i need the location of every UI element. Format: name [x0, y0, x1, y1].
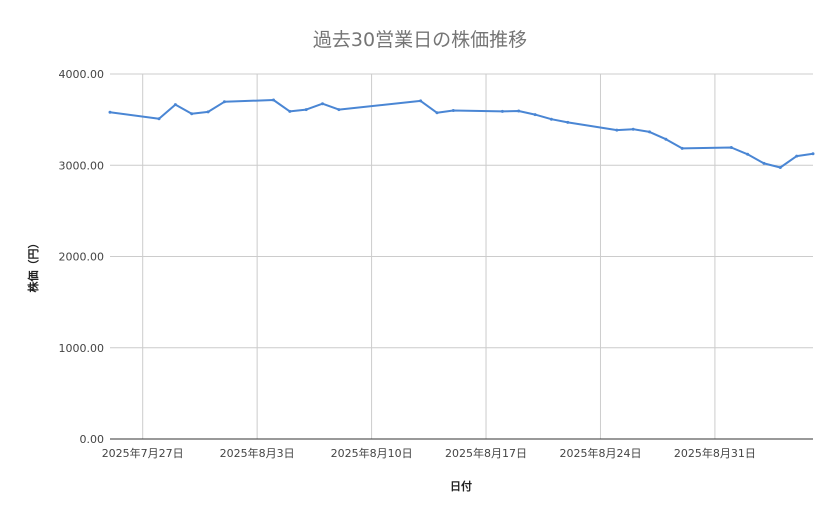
y-tick-label: 3000.00 [59, 159, 105, 172]
data-point [108, 110, 112, 114]
x-tick-label: 2025年8月10日 [331, 446, 413, 460]
data-point [337, 108, 341, 112]
y-axis-label: 株価（円） [26, 238, 40, 293]
x-tick-label: 2025年8月24日 [559, 446, 641, 460]
data-point [435, 111, 439, 115]
y-tick-label: 1000.00 [59, 342, 105, 355]
data-point [566, 120, 570, 124]
data-point [811, 152, 815, 156]
chart-title: 過去30営業日の株価推移 [313, 29, 527, 51]
data-point [664, 137, 668, 141]
data-point [190, 112, 194, 116]
y-tick-label: 0.00 [80, 433, 105, 446]
data-point [272, 98, 275, 102]
data-point [451, 109, 455, 112]
data-point [680, 146, 684, 150]
y-axis-ticks: 0.00 1000.00 2000.00 3000.00 4000.00 [59, 68, 105, 446]
data-point [729, 146, 733, 149]
data-point [778, 166, 782, 169]
data-point [304, 108, 308, 112]
y-tick-label: 4000.00 [59, 68, 105, 81]
grid-lines [110, 73, 813, 439]
data-point [762, 161, 766, 165]
data-point [795, 154, 799, 158]
data-point [222, 100, 226, 104]
data-point [288, 109, 292, 113]
data-point [615, 128, 619, 132]
data-point [631, 127, 635, 131]
x-tick-label: 2025年7月27日 [102, 446, 184, 460]
series-line [109, 99, 814, 169]
x-axis-ticks: 2025年7月27日 2025年8月3日 2025年8月10日 2025年8月17日 2… [102, 446, 756, 460]
data-point [648, 130, 651, 134]
data-point [517, 109, 521, 113]
data-point [419, 99, 423, 103]
data-point [206, 110, 210, 114]
x-tick-label: 2025年8月31日 [674, 446, 756, 460]
data-point [321, 102, 324, 106]
y-tick-label: 2000.00 [59, 251, 105, 264]
series-layer [108, 98, 815, 169]
data-point [533, 113, 537, 117]
data-point [549, 117, 553, 121]
data-point [746, 152, 750, 156]
data-point [500, 109, 504, 113]
x-tick-label: 2025年8月17日 [445, 446, 527, 460]
x-axis-label: 日付 [450, 479, 472, 493]
data-point [173, 103, 177, 107]
x-tick-label: 2025年8月3日 [220, 446, 295, 460]
data-point [157, 117, 161, 121]
